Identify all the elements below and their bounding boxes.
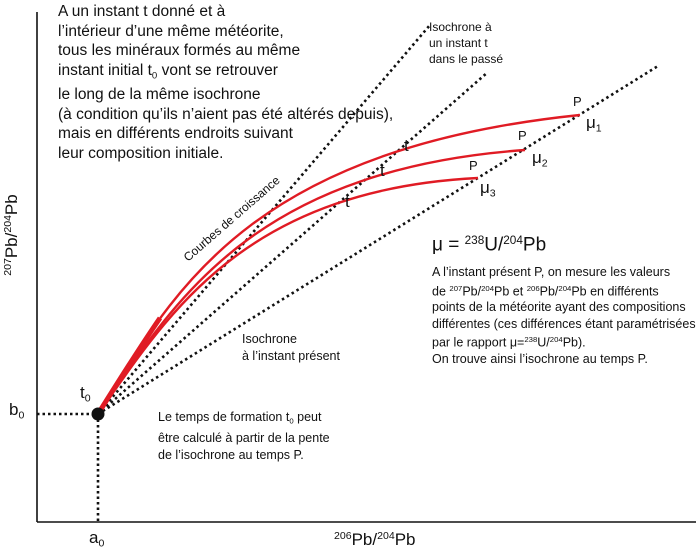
text-part: Pb/ — [539, 283, 559, 298]
formation-explanation: Le temps de formation t0 peut être calcu… — [158, 409, 330, 463]
text-sup: 204 — [481, 283, 495, 293]
mu1-label: μ1 — [586, 113, 602, 135]
isochrone-present-line — [97, 64, 659, 416]
text-part: par le rapport μ= — [432, 335, 525, 350]
growth-curve-3 — [97, 176, 479, 415]
mu-index: 2 — [541, 157, 548, 170]
text-part: Pb en différents — [571, 283, 659, 298]
axis-sup: 204 — [2, 215, 15, 233]
text-sup: 204 — [558, 283, 572, 293]
isochrone-past-label: Isochrone à un instant t dans le passé — [429, 19, 503, 67]
formula-part: U/ — [484, 234, 504, 256]
label-line: un instant t — [429, 36, 488, 50]
t-label-3: t — [345, 192, 350, 211]
label-line: à l’instant présent — [242, 348, 340, 363]
text-line: Le temps de formation t0 peut — [158, 409, 330, 430]
intro-line-sub: 0 — [151, 69, 158, 81]
text-part: Pb/ — [462, 283, 482, 298]
label-line: dans le passé — [429, 52, 504, 66]
label-sub: 0 — [18, 409, 25, 422]
formula-part: μ = — [432, 234, 465, 256]
label-sub: 0 — [84, 392, 91, 405]
text-line: différentes (ces différences étant param… — [432, 316, 696, 331]
axis-sup: 206 — [334, 530, 352, 543]
x-axis-label: 206Pb/204Pb — [334, 530, 415, 550]
text-sup: 207 — [449, 283, 463, 293]
text-line: être calculé à partir de la pente — [158, 431, 330, 446]
axis-part: Pb — [2, 194, 21, 216]
intro-line: tous les minéraux formés au même — [58, 42, 301, 59]
axis-part: Pb — [394, 530, 416, 549]
axis-sup: 207 — [2, 258, 15, 276]
t-label-1: t — [404, 136, 409, 155]
axis-part: Pb/ — [351, 530, 378, 549]
intro-line-part: vont se retrouver — [157, 61, 278, 79]
b0-label: b0 — [9, 400, 24, 422]
label-sub: 0 — [98, 537, 105, 550]
intro-line: (à condition qu’ils n’aient pas été alté… — [58, 105, 394, 123]
intro-line: mais en différents endroits suivant — [58, 125, 293, 143]
label-base: b — [9, 400, 19, 419]
text-part: de — [432, 283, 450, 298]
p-label-1: P — [573, 94, 582, 109]
intro-line-part: instant initial t — [58, 61, 152, 79]
text-part: Pb et — [494, 283, 527, 298]
intro-line: instant initial t0 vont se retrouver — [58, 61, 393, 86]
text-sup: 206 — [526, 283, 540, 293]
intro-paragraph: A un instant t donné et à l’intérieur d’… — [58, 2, 393, 163]
text-part: Pb). — [562, 335, 586, 350]
text-line: On trouve ainsi l’isochrone au temps P. — [432, 352, 648, 366]
label-base: t — [80, 383, 85, 402]
text-line: points de la météorite ayant des composi… — [432, 300, 686, 315]
mu-symbol: μ — [532, 148, 542, 167]
label-line: Isochrone — [242, 332, 297, 346]
t0-label: t0 — [80, 383, 91, 405]
formula-part: Pb — [522, 234, 547, 256]
present-explanation: A l’instant présent P, on mesure les val… — [432, 264, 696, 368]
formula-sup: 238 — [464, 234, 485, 247]
intro-line: leur composition initiale. — [58, 144, 224, 162]
growth-curve-thick-base — [95, 316, 163, 416]
text-line: de l’isochrone au temps P. — [158, 447, 304, 462]
mu-symbol: μ — [586, 113, 596, 132]
a0-label: a0 — [89, 528, 104, 550]
mu3-label: μ3 — [480, 178, 496, 200]
axis-part: Pb/ — [2, 232, 21, 259]
text-line: A l’instant présent P, on mesure les val… — [432, 265, 671, 279]
intro-line: l’intérieur d’une même météorite, — [58, 22, 284, 40]
mu2-label: μ2 — [532, 148, 548, 170]
isochrone-past-line — [97, 71, 489, 415]
text-sup: 204 — [549, 335, 563, 345]
axis-sup: 204 — [377, 530, 395, 543]
text-sub: 0 — [289, 416, 294, 426]
isochrone-present-label: Isochrone à l’instant présent — [242, 331, 340, 364]
mu-index: 3 — [489, 187, 496, 200]
mu-index: 1 — [595, 122, 602, 135]
label-line: Isochrone à — [429, 20, 492, 34]
t-label-2: t — [380, 161, 385, 180]
text-line: de 207Pb/204Pb et 206Pb/204Pb en différe… — [432, 281, 696, 300]
y-axis-label: 207Pb/204Pb — [2, 185, 22, 285]
text-sup: 238 — [524, 335, 538, 345]
formula-sup: 204 — [503, 234, 523, 247]
p-label-2: P — [518, 128, 527, 143]
t0-point — [91, 407, 105, 421]
mu-formula: μ = 238U/204Pb — [432, 234, 546, 256]
mu-symbol: μ — [480, 178, 490, 197]
intro-line: le long de la même isochrone — [58, 86, 261, 104]
text-part: peut — [293, 410, 322, 424]
text-line: par le rapport μ=238U/204Pb). — [432, 332, 696, 351]
text-part: U/ — [537, 335, 550, 350]
text-part: Le temps de formation t — [158, 410, 290, 424]
intro-line: A un instant t donné et à — [58, 3, 226, 20]
p-label-3: P — [469, 158, 478, 173]
label-base: a — [89, 528, 99, 547]
